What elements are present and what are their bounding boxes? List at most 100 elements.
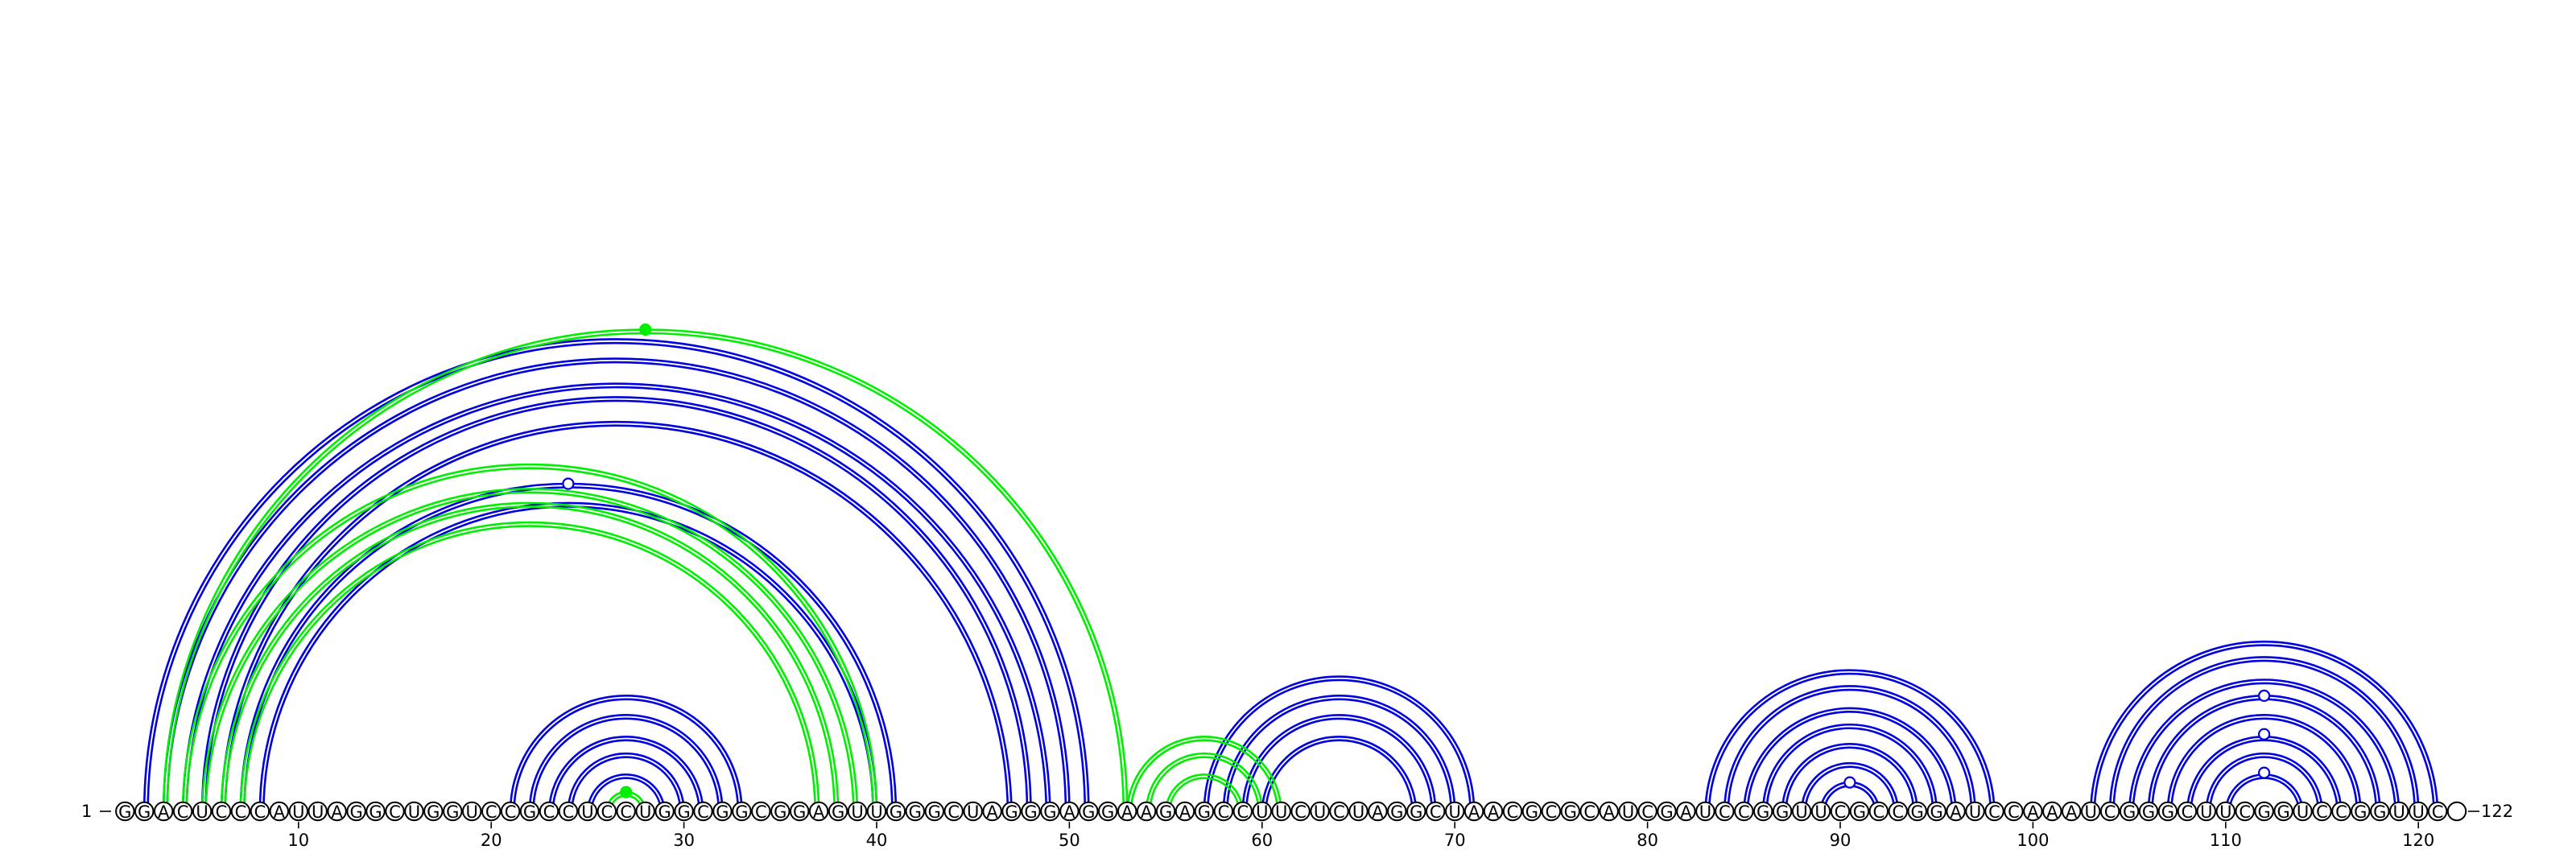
nt-letter-19: U — [466, 802, 478, 822]
nt-letter-13: G — [349, 802, 362, 822]
apex-marker-2 — [562, 477, 575, 490]
tick-label-50: 50 — [1059, 831, 1080, 850]
blue-arc-4-49-outer — [181, 382, 1051, 812]
nt-circle-105 — [2119, 801, 2140, 822]
tick-label-70: 70 — [1444, 831, 1466, 850]
nt-circle-89 — [1810, 801, 1831, 822]
nt-circle-94 — [1907, 801, 1927, 822]
nt-letter-11: U — [312, 802, 324, 822]
position-ticks: 10 20 30 40 50 60 70 80 90 100 110 120 — [287, 822, 2434, 850]
nt-circle-88 — [1791, 801, 1812, 822]
nt-circle-63 — [1310, 801, 1330, 822]
blue-arc-84-97-outer — [1724, 685, 1976, 812]
nt-letter-60: U — [1256, 802, 1268, 822]
blue-arc-4-49-inner — [185, 386, 1048, 812]
nt-circle-59 — [1232, 801, 1253, 822]
nt-circle-120 — [2409, 801, 2429, 822]
apex-marker-6 — [2258, 728, 2271, 740]
blue-arc-104-120-outer — [2108, 656, 2420, 812]
blue-arc-105-119-outer — [2128, 679, 2401, 812]
nt-letter-85: C — [1738, 802, 1750, 822]
nt-circle-11 — [308, 801, 328, 822]
blue-arc-23-31-inner — [551, 739, 701, 812]
blue-arc-21-33-outer — [509, 695, 743, 812]
nt-letter-66: A — [1372, 802, 1384, 822]
nt-letter-100: A — [2027, 802, 2039, 822]
nt-letter-95: G — [1930, 802, 1943, 822]
nt-circle-3 — [154, 801, 174, 822]
nt-letter-84: C — [1719, 802, 1731, 822]
nt-letter-44: C — [947, 802, 960, 822]
nt-letter-102: A — [2066, 802, 2078, 822]
blue-arc-25-29-inner — [590, 777, 663, 812]
nt-circle-34 — [751, 801, 771, 822]
nt-circle-100 — [2023, 801, 2043, 822]
nt-circle-29 — [654, 801, 675, 822]
nt-letter-72: A — [1488, 802, 1500, 822]
nt-circle-122 — [2446, 801, 2467, 822]
nt-letter-83: U — [1699, 802, 1711, 822]
blue-arc-2-51-outer — [142, 338, 1090, 812]
nt-letter-77: C — [1583, 802, 1596, 822]
nt-circle-10 — [288, 801, 308, 822]
nt-letter-76: G — [1564, 802, 1577, 822]
nt-circle-17 — [423, 801, 444, 822]
blue-arc-6-47-inner — [224, 424, 1009, 812]
tick-label-40: 40 — [866, 831, 888, 850]
nt-circle-90 — [1830, 801, 1851, 822]
nt-circle-74 — [1521, 801, 1542, 822]
nt-circle-114 — [2293, 801, 2313, 822]
nt-circle-93 — [1888, 801, 1909, 822]
blue-arc-57-71-outer — [1203, 675, 1476, 812]
blue-arc-107-117-outer — [2166, 714, 2362, 812]
nt-circle-115 — [2312, 801, 2332, 822]
tick-label-90: 90 — [1830, 831, 1852, 850]
nt-circle-36 — [790, 801, 810, 822]
nt-circle-12 — [327, 801, 347, 822]
green-arc-7-37-outer — [239, 521, 820, 812]
nt-letter-88: U — [1795, 802, 1807, 822]
blue-arc-58-70-outer — [1222, 695, 1456, 812]
nt-circle-64 — [1329, 801, 1349, 822]
nt-letter-50: A — [1063, 802, 1075, 822]
nt-circle-96 — [1946, 801, 1966, 822]
nt-circle-47 — [1001, 801, 1022, 822]
nt-letter-10: U — [292, 802, 304, 822]
nt-letter-82: A — [1680, 802, 1692, 822]
nt-letter-65: U — [1352, 802, 1364, 822]
nt-circle-121 — [2427, 801, 2448, 822]
nt-letter-46: A — [986, 802, 998, 822]
tick-label-20: 20 — [481, 831, 502, 850]
tick-label-110: 110 — [2210, 831, 2242, 850]
blue-arc-85-96-outer — [1743, 707, 1957, 812]
apex-marker-5 — [2258, 689, 2271, 703]
nt-letter-9: A — [274, 802, 286, 822]
nt-circle-16 — [404, 801, 424, 822]
nt-letter-52: G — [1101, 802, 1114, 822]
nt-letter-31: C — [697, 802, 709, 822]
nt-circle-77 — [1579, 801, 1600, 822]
blue-arc-2-51-inner — [147, 341, 1087, 812]
nt-circle-6 — [211, 801, 232, 822]
blue-arc-59-69-inner — [1245, 717, 1433, 812]
nt-letter-90: C — [1835, 802, 1847, 822]
blue-arc-22-32-inner — [532, 717, 720, 812]
nt-letter-20: C — [485, 802, 497, 822]
nt-circle-108 — [2177, 801, 2198, 822]
blue-arc-109-115-inner — [2209, 756, 2320, 812]
green-arc-5-39-inner — [204, 491, 855, 812]
blue-arc-59-69-outer — [1241, 714, 1437, 812]
blue-arc-109-115-outer — [2205, 752, 2323, 812]
nt-letter-86: G — [1757, 802, 1769, 822]
nt-circle-55 — [1155, 801, 1176, 822]
green-arc-7-37-inner — [243, 525, 816, 812]
tick-label-10: 10 — [287, 831, 309, 850]
nt-circle-62 — [1290, 801, 1311, 822]
nt-letter-67: G — [1390, 802, 1403, 822]
nt-circle-9 — [269, 801, 289, 822]
nt-circle-67 — [1387, 801, 1407, 822]
nt-letter-120: U — [2413, 802, 2425, 822]
nt-circle-99 — [2004, 801, 2024, 822]
nt-letter-70: U — [1449, 802, 1461, 822]
nt-letter-103: U — [2085, 802, 2097, 822]
